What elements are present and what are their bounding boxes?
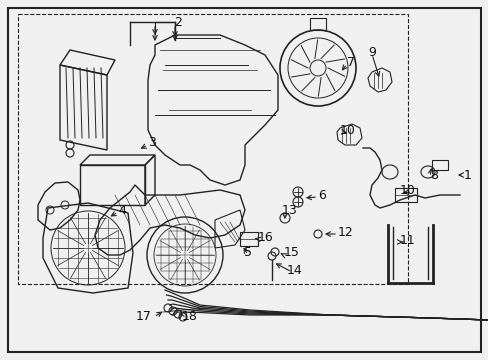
Text: 10: 10 [339,123,355,136]
Text: 10: 10 [399,184,415,197]
Text: 16: 16 [258,230,273,243]
Text: 7: 7 [346,55,354,68]
Text: 15: 15 [284,247,299,260]
Text: 2: 2 [174,15,182,28]
Text: 14: 14 [286,264,302,276]
Text: 8: 8 [429,168,437,181]
Bar [18,14,407,284]
Text: 11: 11 [399,234,415,247]
Text: 13: 13 [282,203,297,216]
Bar [431,160,447,170]
Bar [309,18,325,30]
Text: 17: 17 [136,310,152,323]
Text: 6: 6 [317,189,325,202]
Text: 9: 9 [367,45,375,59]
Text: 1: 1 [463,168,471,181]
Text: 5: 5 [244,247,251,260]
Text: 12: 12 [337,225,353,239]
Bar [240,232,258,246]
Text: 3: 3 [148,135,156,149]
Bar [394,188,416,202]
Text: 4: 4 [118,203,125,216]
Text: 18: 18 [182,310,198,323]
